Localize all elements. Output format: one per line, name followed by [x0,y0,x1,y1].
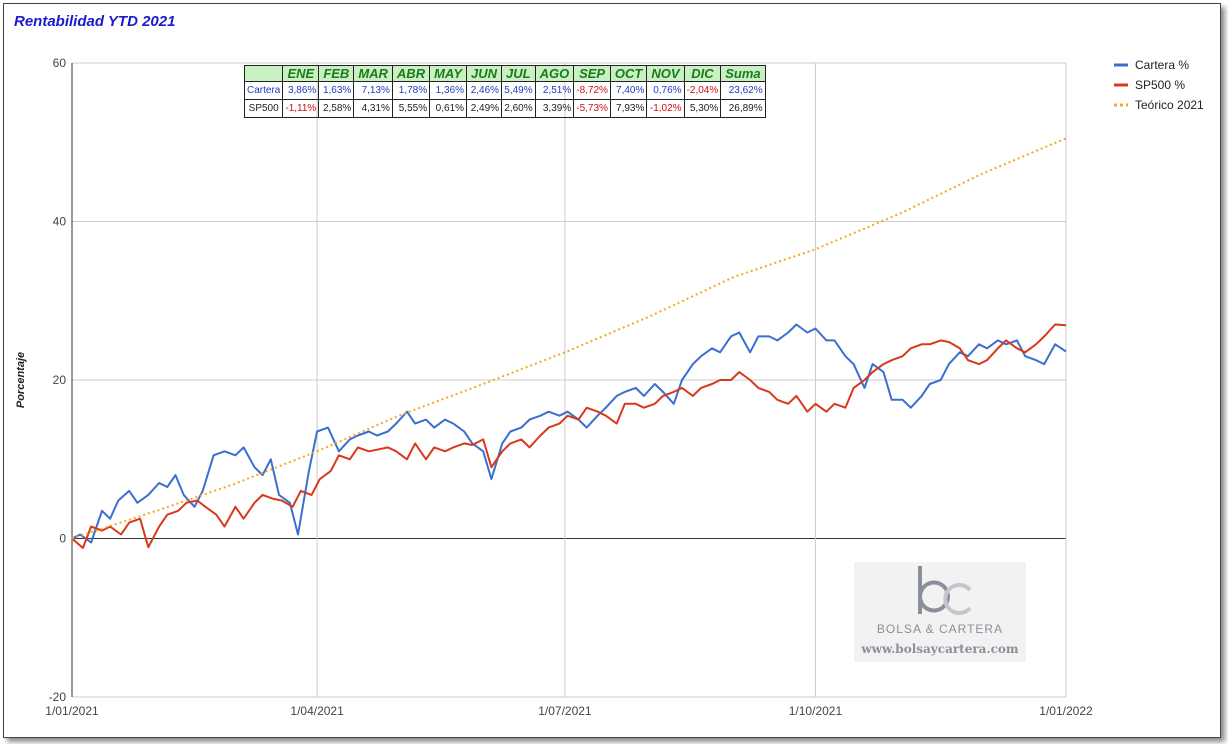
table-cell: 23,62% [720,81,766,100]
chart-title: Rentabilidad YTD 2021 [14,13,175,30]
table-cell: 2,51% [534,81,575,100]
table-cell: -1,11% [282,99,320,118]
series-line-2 [71,137,1067,540]
table-row-label: Cartera [243,81,284,100]
table-body: Cartera 3,86% 1,63% 7,13% 1,78% 1,36% 2,46% 5,4… [243,81,766,118]
table-header-cell: MAY [429,65,468,82]
table-cell: 1,36% [429,81,468,100]
x-tick-label: 1/01/2021 [45,704,99,718]
table-cell: 2,46% [466,81,503,100]
legend-label-2: Teórico 2021 [1135,98,1204,112]
table-cell: 3,39% [534,99,575,118]
table-header-cell: AGO [534,65,575,82]
table-header-cell: JUL [501,65,536,82]
table-cell: 2,49% [466,99,503,118]
table-header-cell: MAR [353,65,393,82]
table-header-cell: FEB [318,65,355,82]
table-cell: 3,86% [282,81,320,100]
table-cell: 0,76% [646,81,685,100]
x-tick-label: 1/04/2021 [290,704,344,718]
y-tick-label: 20 [53,373,67,387]
table-cell: 0,61% [429,99,468,118]
chart-frame: Rentabilidad YTD 2021 Porcentaje -20 0 20 4… [3,3,1221,738]
x-tick-label: 1/10/2021 [789,704,843,718]
legend: Cartera % SP500 % Teórico 2021 [1114,58,1204,112]
table-cell: -2,04% [683,81,722,100]
table-row: Cartera 3,86% 1,63% 7,13% 1,78% 1,36% 2,46% 5,4… [243,81,766,100]
watermark-name: BOLSA & CARTERA [876,622,1004,636]
table-header-cell: DIC [683,65,722,82]
series-lines [71,137,1067,549]
table-header-cell: ENE [282,65,320,82]
table-cell: 1,78% [391,81,431,100]
y-tick-label: 0 [59,532,66,546]
line-chart: Rentabilidad YTD 2021 Porcentaje -20 0 20 4… [14,13,1204,718]
y-tick-label: -20 [49,690,67,704]
table-header-cell: JUN [466,65,503,82]
legend-label-1: SP500 % [1135,78,1185,92]
table-cell: 7,13% [353,81,393,100]
table-cell: -1,02% [646,99,685,118]
table-cell: 7,93% [609,99,648,118]
grid [71,62,1067,698]
y-tick-label: 60 [53,56,67,70]
table-header-cell: OCT [609,65,648,82]
y-tick-label: 40 [53,215,67,229]
x-tick-label: 1/01/2022 [1039,704,1093,718]
table-row: SP500 -1,11% 2,58% 4,31% 5,55% 0,61% 2,49% 2,60… [243,99,766,118]
table-header-cell: ABR [391,65,431,82]
table-header-cell: NOV [646,65,685,82]
table-header-row: ENE FEB MAR ABR MAY JUN JUL AGO SEP OCT NOV DIC Suma [243,65,766,82]
series-line-1 [71,323,1067,549]
table-cell: 5,55% [391,99,431,118]
table-cell: 26,89% [720,99,766,118]
table-cell: 7,40% [609,81,648,100]
series-line-0 [71,323,1067,544]
table-cell: -5,73% [573,99,611,118]
watermark: BOLSA & CARTERA www.bolsaycartera.com [854,562,1026,662]
table-cell: 4,31% [353,99,393,118]
axes: -20 0 20 40 60 1/01/2021 1/04/2021 1/07/2021 1/1… [45,56,1093,718]
table-cell: 2,58% [318,99,355,118]
x-tick-label: 1/07/2021 [538,704,592,718]
table-header-cell: Suma [720,65,766,82]
table-cell: 5,49% [501,81,536,100]
table-row-label: SP500 [243,99,284,118]
bc-logo-icon [918,566,972,615]
legend-label-0: Cartera % [1135,58,1189,72]
table-cell: -8,72% [573,81,611,100]
table-cell: 2,60% [501,99,536,118]
table-header-cell: SEP [573,65,611,82]
table-corner [243,65,284,82]
y-axis-label: Porcentaje [15,352,27,408]
watermark-url: www.bolsaycartera.com [861,642,1019,656]
table-cell: 5,30% [683,99,722,118]
table-cell: 1,63% [318,81,355,100]
monthly-returns-table: ENE FEB MAR ABR MAY JUN JUL AGO SEP OCT NOV DIC Suma… [243,65,766,118]
